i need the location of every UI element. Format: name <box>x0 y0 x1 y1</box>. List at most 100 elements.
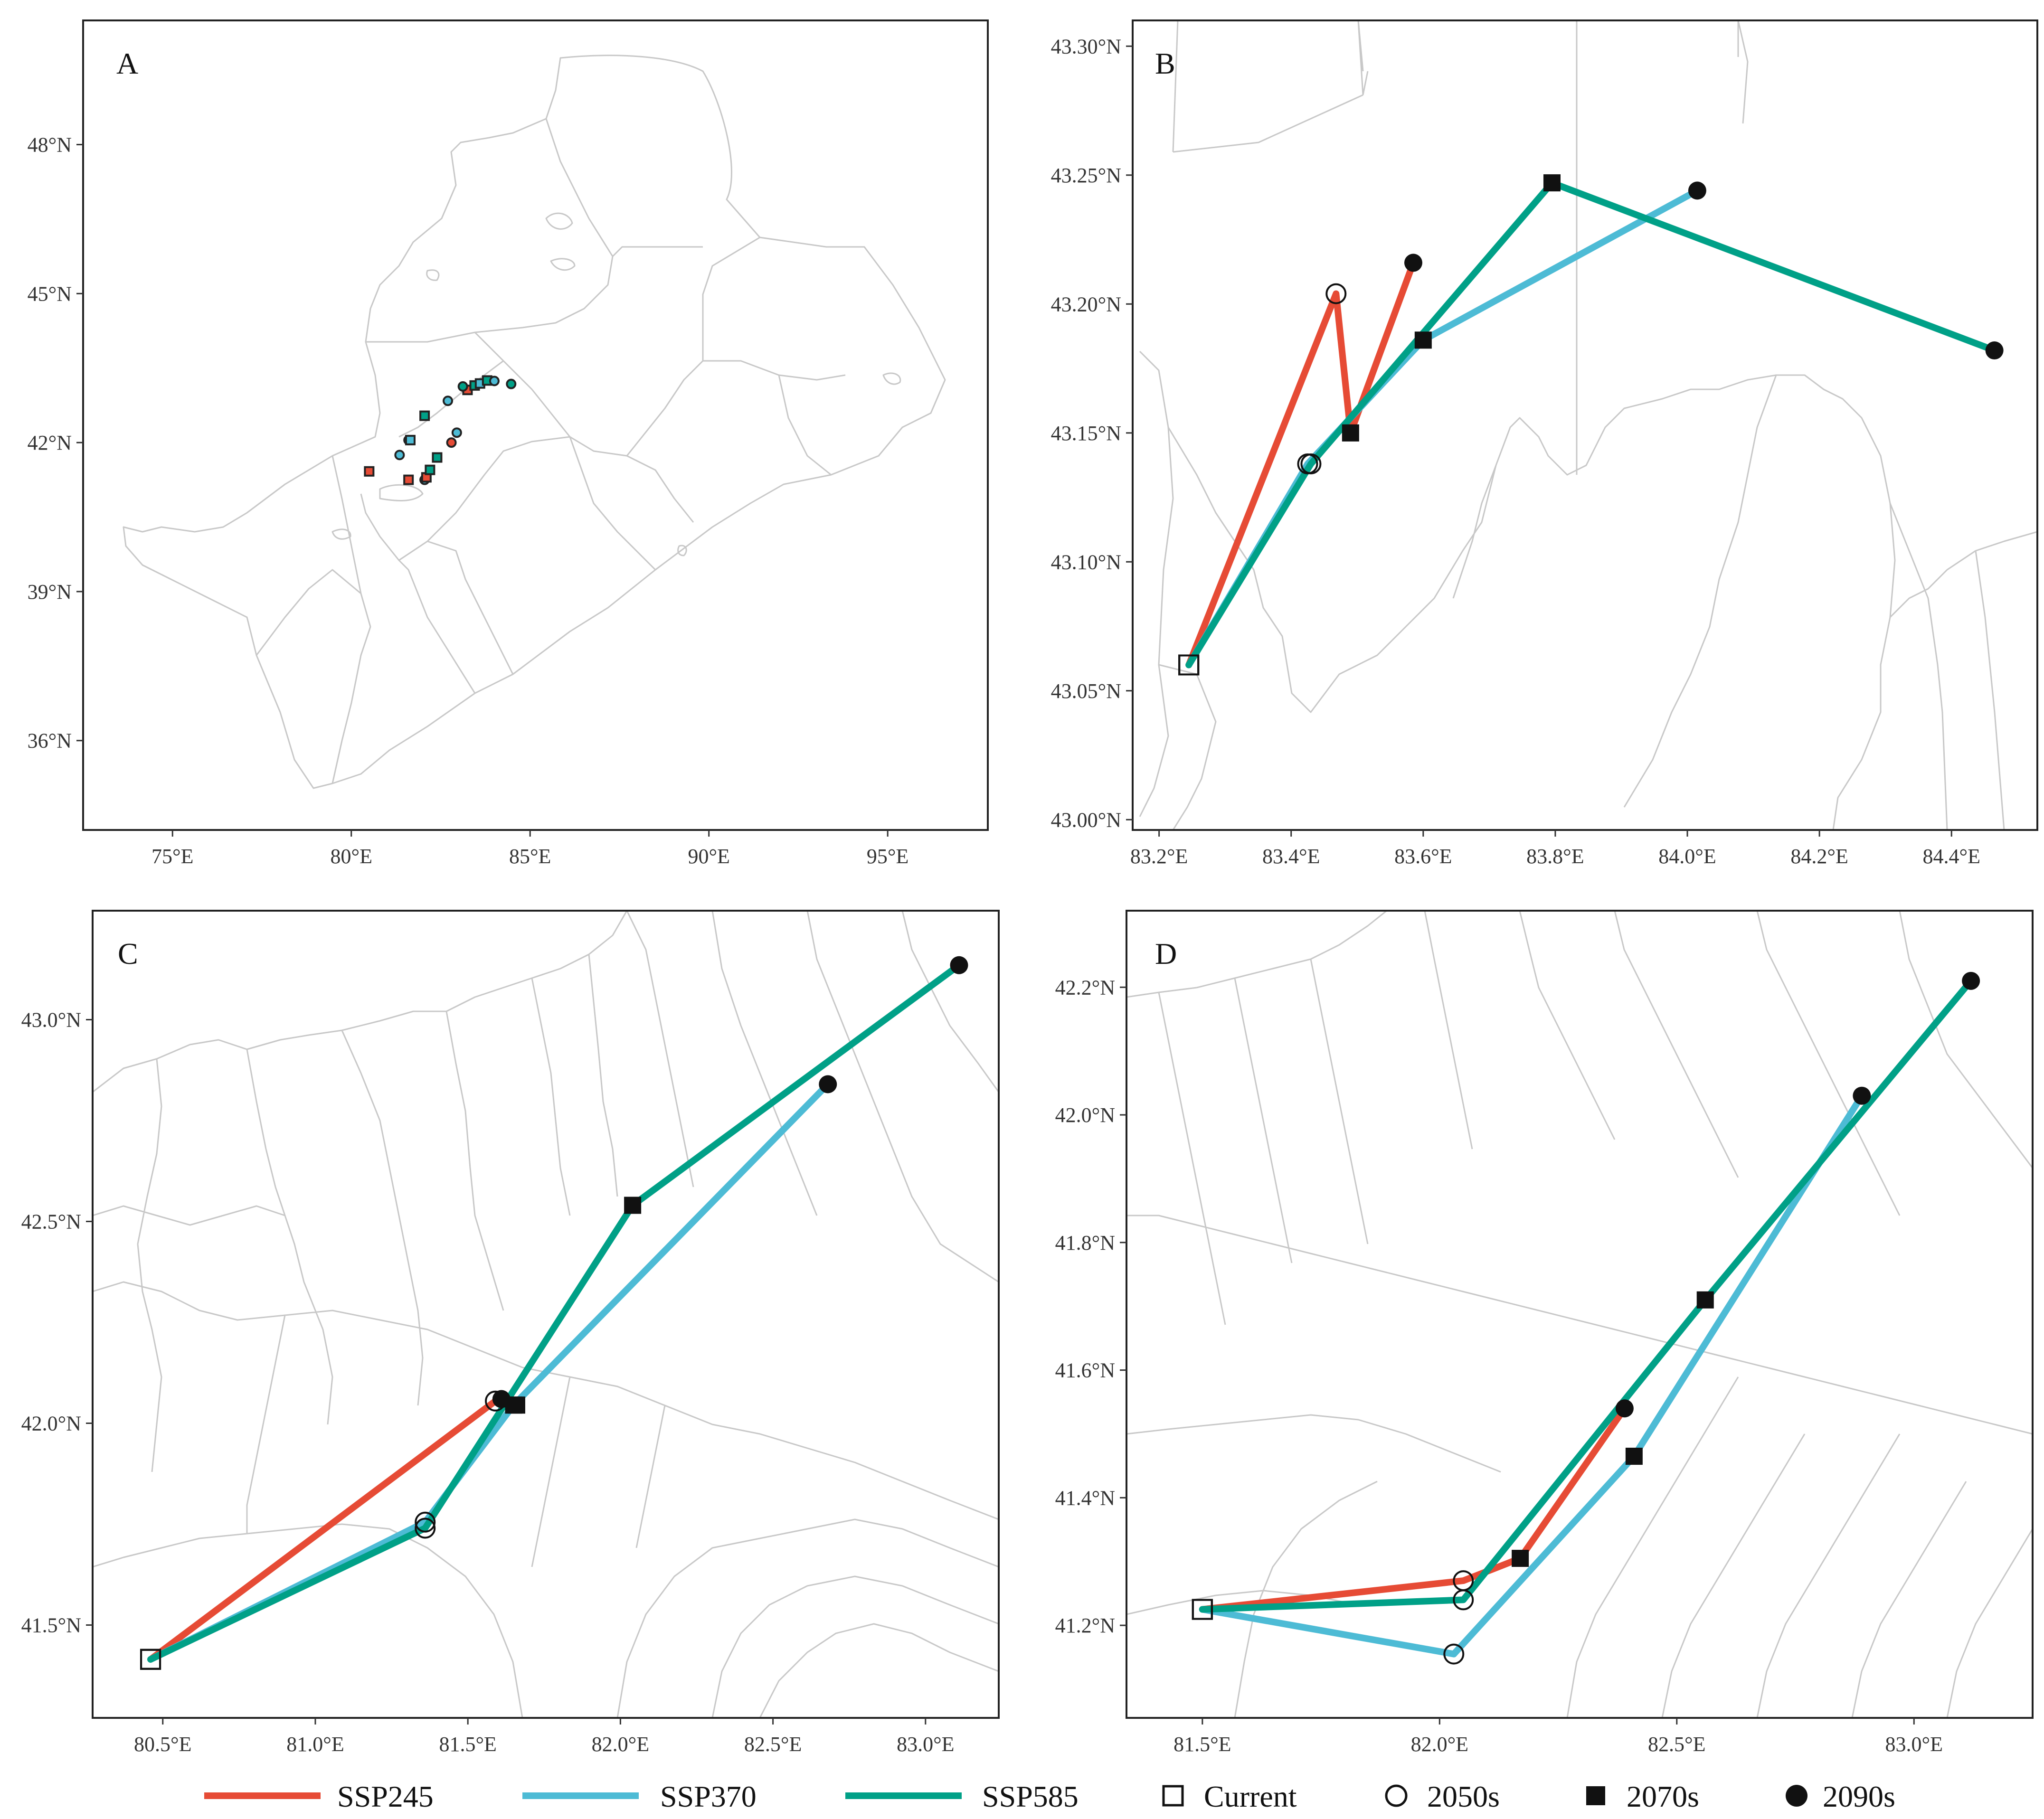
y-tick-label: 43.25°N <box>1051 164 1121 187</box>
legend-ssp370-label: SSP370 <box>660 1780 757 1813</box>
marker-2050s <box>1443 1643 1465 1665</box>
legend-ssp245-label: SSP245 <box>337 1780 434 1813</box>
y-tick-label: 36°N <box>28 729 72 753</box>
y-tick-label: 43.20°N <box>1051 292 1121 316</box>
y-tick-label: 45°N <box>28 282 72 305</box>
occurrence-point <box>405 434 416 445</box>
filled-circle-icon <box>1786 1785 1807 1807</box>
panel-d-x-axis: 81.5°E 82.0°E 82.5°E 83.0°E <box>1173 1718 1943 1756</box>
panel-c-label: C <box>118 937 138 971</box>
marker-2050s <box>415 1517 436 1539</box>
y-tick-label: 43.15°N <box>1051 422 1121 445</box>
panel-a-frame <box>82 19 989 831</box>
occurrence-point <box>457 381 468 392</box>
marker-2070s <box>1696 1291 1714 1309</box>
x-tick-label: 82.0°E <box>1411 1733 1468 1756</box>
y-tick-label: 41.6°N <box>1055 1359 1115 1382</box>
y-tick-label: 41.4°N <box>1055 1486 1115 1509</box>
marker-2070s <box>1512 1550 1529 1567</box>
marker-2050s <box>415 1511 436 1533</box>
y-tick-label: 42°N <box>28 431 72 454</box>
marker-2070s <box>1414 331 1432 349</box>
occurrence-point <box>451 427 462 438</box>
shift-path-ssp370 <box>147 1081 832 1663</box>
occurrence-point <box>443 396 454 406</box>
marker-current <box>1178 654 1200 676</box>
panel-b-shift-paths <box>1178 174 2004 676</box>
x-tick-label: 83.4°E <box>1262 845 1320 868</box>
marker-current <box>140 1649 161 1670</box>
marker-2090s <box>950 956 968 974</box>
panel-a-overview-map: A 75°E 80°E 85°E 90°E 95°E 48°N 45°N 42°N 39°N 3… <box>28 19 989 868</box>
marker-2090s <box>1404 254 1422 272</box>
panel-b-boundaries <box>1139 20 2037 830</box>
shift-path-ssp585 <box>147 961 963 1663</box>
panel-d-boundaries <box>1126 911 2033 1718</box>
x-tick-label: 82.5°E <box>1648 1733 1705 1756</box>
occurrence-point <box>425 464 435 475</box>
panel-c-y-axis: 43.0°N 42.5°N 42.0°N 41.5°N <box>21 1008 93 1637</box>
panel-c-frame <box>92 910 1000 1719</box>
panel-b-y-axis: 43.30°N 43.25°N 43.20°N 43.15°N 43.10°N 43.05… <box>1051 35 1133 831</box>
y-tick-label: 43.10°N <box>1051 550 1121 574</box>
panel-b-zoom-map: B 83.2°E 83.4°E 83.6°E 83.8°E 84.0°E 84.2°E 84… <box>1051 19 2038 868</box>
admin-boundary <box>1139 20 2037 830</box>
occurrence-point <box>432 452 443 463</box>
x-tick-label: 83.0°E <box>897 1733 954 1756</box>
legend: SSP245 SSP370 SSP585 Current 2050s 2070s… <box>204 1780 1895 1813</box>
open-square-icon <box>1162 1785 1184 1807</box>
panel-a-label: A <box>116 47 138 80</box>
x-tick-label: 90°E <box>688 845 729 868</box>
y-tick-label: 43.0°N <box>21 1008 81 1032</box>
y-tick-label: 42.2°N <box>1055 976 1115 999</box>
y-tick-label: 43.05°N <box>1051 679 1121 703</box>
y-tick-label: 39°N <box>28 580 72 603</box>
occurrence-point <box>419 410 430 421</box>
panel-a-x-axis: 75°E 80°E 85°E 90°E 95°E <box>151 830 908 868</box>
province-outline <box>256 118 846 784</box>
occurrence-point <box>506 378 517 389</box>
panel-b-frame <box>1132 19 2038 831</box>
legend-2090s-label: 2090s <box>1823 1780 1895 1813</box>
panel-d-label: D <box>1155 937 1177 971</box>
panel-c-boundaries <box>93 911 999 1718</box>
marker-2070s <box>1625 1448 1643 1465</box>
x-tick-label: 75°E <box>151 845 193 868</box>
marker-2070s <box>1543 174 1561 192</box>
shift-path-ssp370 <box>1199 1092 1865 1658</box>
y-tick-label: 48°N <box>28 133 72 157</box>
legend-ssp585-label: SSP585 <box>982 1780 1079 1813</box>
occurrence-point <box>489 376 500 386</box>
panel-d-frame <box>1126 910 2034 1719</box>
shift-path-ssp585 <box>1199 977 1975 1613</box>
x-tick-label: 81.5°E <box>439 1733 496 1756</box>
y-tick-label: 41.2°N <box>1055 1614 1115 1637</box>
y-tick-label: 42.5°N <box>21 1210 81 1234</box>
y-tick-label: 43.00°N <box>1051 808 1121 831</box>
x-tick-label: 84.0°E <box>1658 845 1716 868</box>
admin-boundary <box>93 911 999 1718</box>
marker-2090s <box>1962 971 1980 990</box>
y-tick-label: 43.30°N <box>1051 35 1121 58</box>
x-tick-label: 83.6°E <box>1394 845 1452 868</box>
occurrence-point <box>446 437 457 448</box>
panel-a-y-axis: 48°N 45°N 42°N 39°N 36°N <box>28 133 83 753</box>
occurrence-point <box>364 466 375 477</box>
legend-2070s-label: 2070s <box>1627 1780 1699 1813</box>
x-tick-label: 82.0°E <box>592 1733 649 1756</box>
x-tick-label: 82.5°E <box>744 1733 802 1756</box>
lake-outline <box>331 212 901 556</box>
y-tick-label: 42.0°N <box>21 1412 81 1435</box>
panel-c-shift-paths <box>140 956 968 1670</box>
panel-c-x-axis: 80.5°E 81.0°E 81.5°E 82.0°E 82.5°E 83.0°E <box>134 1718 955 1756</box>
occurrence-point <box>403 474 414 485</box>
panel-d-y-axis: 42.2°N 42.0°N 41.8°N 41.6°N 41.4°N 41.2°N <box>1055 976 1126 1637</box>
panel-c-zoom-map: C 80.5°E 81.0°E 81.5°E 82.0°E 82.5°E 83.0°E 4… <box>21 910 1000 1756</box>
panel-b-x-axis: 83.2°E 83.4°E 83.6°E 83.8°E 84.0°E 84.2°E 84.4… <box>1130 830 1980 868</box>
x-tick-label: 83.0°E <box>1885 1733 1943 1756</box>
marker-2050s <box>1300 453 1322 474</box>
y-tick-label: 42.0°N <box>1055 1103 1115 1127</box>
marker-2090s <box>1985 341 2004 360</box>
marker-2070s <box>1342 424 1359 442</box>
shift-path-ssp245 <box>1199 1405 1628 1613</box>
